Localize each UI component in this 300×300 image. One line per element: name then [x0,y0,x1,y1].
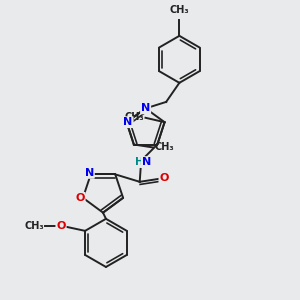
Text: O: O [159,173,169,183]
Text: H: H [135,157,144,167]
Text: O: O [56,221,66,231]
Text: CH₃: CH₃ [154,142,174,152]
Text: CH₃: CH₃ [124,112,144,122]
Text: CH₃: CH₃ [24,221,44,231]
Text: O: O [75,193,85,203]
Text: CH₃: CH₃ [169,5,189,15]
Text: N: N [141,103,150,113]
Text: N: N [142,157,151,167]
Text: N: N [85,168,94,178]
Text: N: N [123,117,133,127]
